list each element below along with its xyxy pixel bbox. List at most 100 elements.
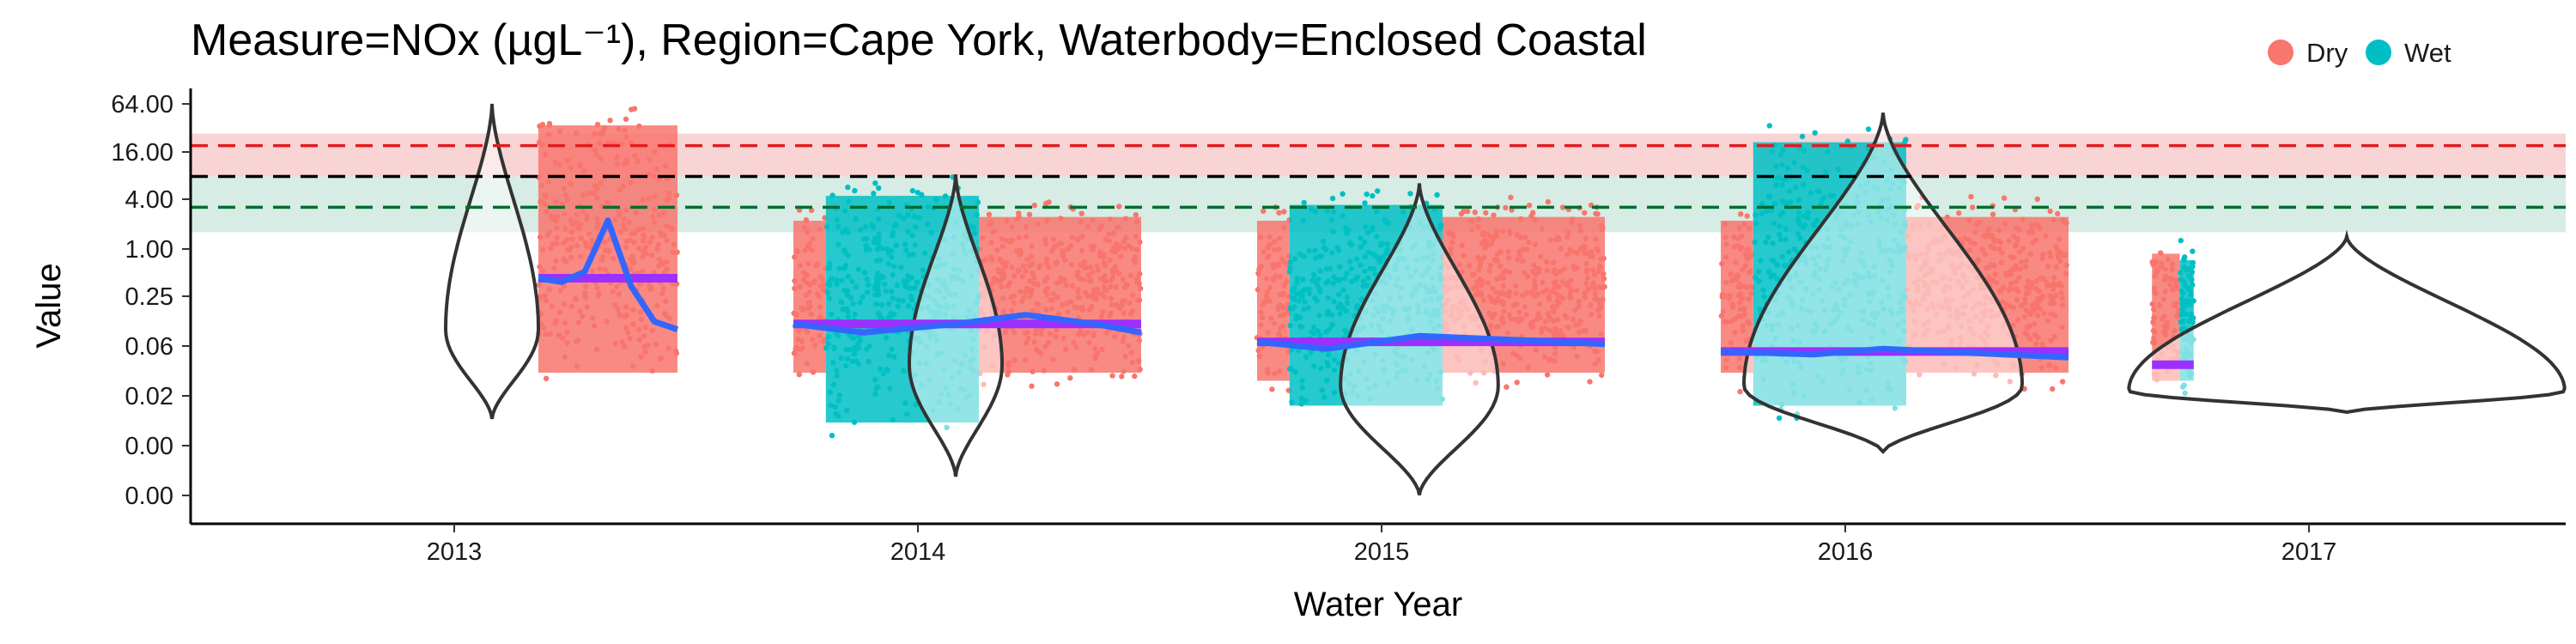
wet-point bbox=[829, 433, 835, 439]
dry-point bbox=[1132, 373, 1138, 380]
y-tick-label: 0.02 bbox=[125, 383, 173, 410]
dry-point bbox=[607, 118, 613, 124]
chart-title: Measure=NOx (µgL⁻¹), Region=Cape York, W… bbox=[191, 15, 1647, 65]
wet-point bbox=[1812, 130, 1818, 136]
wet-point bbox=[1375, 188, 1381, 194]
dry-point bbox=[1116, 204, 1122, 210]
dry-point bbox=[1005, 372, 1011, 378]
wet-point bbox=[876, 185, 882, 191]
dry-point bbox=[1031, 203, 1038, 209]
x-axis-label: Water Year bbox=[1294, 586, 1462, 623]
dry-point bbox=[1582, 210, 1588, 216]
dry-point bbox=[1472, 210, 1479, 216]
wet-point bbox=[1301, 199, 1307, 206]
y-axis-ticks: 0.00 0.00 0.02 0.06 0.25 1.00 4.00 16.00 64.00 bbox=[111, 91, 191, 510]
smoother-1 bbox=[793, 312, 1142, 336]
dry-point bbox=[1281, 209, 1287, 215]
dry-point bbox=[796, 371, 802, 378]
wet-point bbox=[1799, 133, 1806, 139]
wet-point bbox=[1766, 123, 1772, 129]
dry-point bbox=[1067, 375, 1073, 381]
x-axis-ticks: 2013 2014 2015 2016 2017 bbox=[427, 524, 2337, 566]
violin-2017 bbox=[2127, 229, 2567, 415]
wet-point bbox=[1434, 191, 1440, 198]
smoother-0 bbox=[538, 217, 679, 333]
x-tick-label: 2016 bbox=[1818, 538, 1874, 566]
dry-point bbox=[1483, 210, 1489, 216]
dry-point bbox=[1261, 208, 1267, 214]
x-tick-label: 2015 bbox=[1354, 538, 1410, 566]
dry-point bbox=[1504, 384, 1510, 390]
smoother-3 bbox=[1720, 345, 2069, 361]
dry-point bbox=[629, 106, 635, 112]
dry-point bbox=[1744, 213, 1750, 219]
y-tick-label: 4.00 bbox=[125, 186, 173, 214]
wet-point bbox=[2178, 238, 2184, 244]
wet-point bbox=[1776, 415, 1783, 422]
dry-point bbox=[1737, 388, 1743, 395]
dry-point bbox=[1464, 209, 1471, 215]
dry-point bbox=[1491, 212, 1497, 218]
dry-point bbox=[2047, 208, 2053, 215]
dry-point bbox=[1508, 194, 1514, 201]
wet-point bbox=[845, 184, 851, 191]
dry-point bbox=[1109, 373, 1115, 379]
x-tick-label: 2013 bbox=[427, 538, 483, 566]
x-tick-label: 2014 bbox=[890, 538, 946, 566]
x-tick-label: 2017 bbox=[2281, 538, 2337, 566]
wet-point bbox=[871, 191, 877, 197]
dry-point bbox=[1054, 381, 1060, 387]
dry-point bbox=[1026, 211, 1033, 218]
dry-point bbox=[1119, 374, 1125, 380]
dry-point bbox=[1133, 212, 1139, 218]
dry-point bbox=[1559, 204, 1566, 210]
dry-point bbox=[1514, 380, 1520, 386]
dry-point-cluster-2 bbox=[979, 216, 1141, 374]
y-axis-label: Value bbox=[30, 263, 68, 348]
dry-point bbox=[1461, 208, 1467, 215]
dry-point bbox=[986, 211, 993, 217]
violin-2013 bbox=[443, 103, 541, 420]
y-tick-label: 0.00 bbox=[125, 483, 173, 510]
smoother-2 bbox=[1256, 332, 1606, 352]
dry-point bbox=[1970, 204, 1976, 210]
dry-point bbox=[2050, 386, 2056, 392]
dry-point bbox=[623, 116, 629, 122]
dry-point bbox=[1503, 204, 1509, 211]
wet-point bbox=[872, 180, 878, 186]
wet-point bbox=[909, 187, 916, 194]
wet-point bbox=[1329, 195, 1336, 202]
wet-point bbox=[1903, 137, 1909, 143]
dry-point-cluster-0 bbox=[538, 125, 677, 374]
y-tick-label: 0.25 bbox=[125, 283, 173, 311]
legend: Dry Wet bbox=[2268, 38, 2451, 68]
dry-point bbox=[1029, 383, 1035, 389]
dry-point bbox=[808, 207, 815, 214]
dry-point bbox=[543, 375, 550, 381]
dry-point bbox=[1587, 379, 1593, 385]
dry-point bbox=[1968, 193, 1974, 200]
y-tick-label: 0.06 bbox=[125, 333, 173, 361]
dry-point bbox=[1599, 372, 1605, 379]
y-tick-label: 1.00 bbox=[125, 236, 173, 264]
dry-point-cluster-3 bbox=[1257, 221, 1290, 381]
dry-point bbox=[1530, 210, 1536, 216]
dry-point-cluster-1 bbox=[793, 221, 826, 374]
legend-wet-swatch bbox=[2366, 39, 2391, 65]
smoother-lines bbox=[538, 217, 2069, 361]
reference-lines bbox=[191, 143, 2566, 210]
dry-point bbox=[2034, 196, 2040, 203]
wet-point bbox=[1407, 191, 1413, 197]
dry-point bbox=[1016, 210, 1022, 216]
wet-point bbox=[852, 187, 858, 194]
wet-point bbox=[1340, 191, 1346, 197]
legend-dry-label: Dry bbox=[2306, 38, 2348, 68]
dry-point bbox=[1595, 211, 1601, 217]
dry-point bbox=[2055, 210, 2061, 217]
y-tick-label: 64.00 bbox=[111, 91, 173, 118]
dry-point bbox=[1738, 211, 1744, 217]
dry-point bbox=[1544, 372, 1551, 378]
dry-point bbox=[2059, 379, 2066, 385]
wet-point bbox=[2190, 248, 2196, 254]
